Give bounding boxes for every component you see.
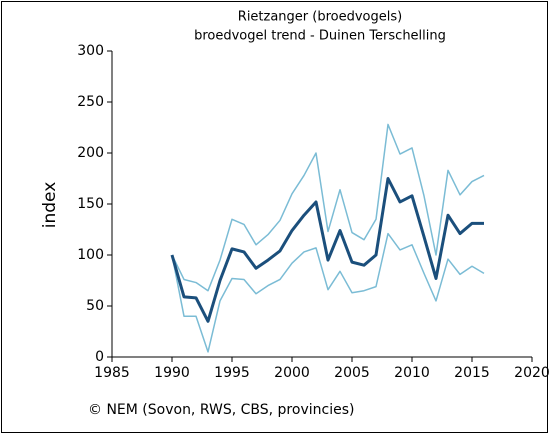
x-tick-label: 1985 [94,365,130,381]
x-tick-label: 2000 [274,365,310,381]
line-series [170,177,484,323]
y-tick-label: 150 [77,196,104,212]
x-tick-label: 2020 [514,365,549,381]
line-series [171,232,485,353]
x-tick-label: 2005 [334,365,370,381]
chart-subtitle: broedvogel trend - Duinen Terschelling [194,29,446,44]
y-tick-label: 100 [77,247,104,263]
y-tick-label: 300 [77,43,104,59]
footer: © NEM (Sovon, RWS, CBS, provincies) [88,402,354,418]
y-tick-label: 0 [95,349,104,365]
y-axis-label: index [40,182,60,229]
y-tick-label: 250 [77,94,104,110]
y-tick-label: 50 [86,298,104,314]
x-tick-label: 2015 [454,365,490,381]
x-tick-label: 1995 [214,365,250,381]
chart-title: Rietzanger (broedvogels) [238,10,402,25]
x-tick-label: 2010 [394,365,430,381]
y-tick-label: 200 [77,145,104,161]
x-tick-label: 1990 [154,365,190,381]
line-series [171,123,485,292]
